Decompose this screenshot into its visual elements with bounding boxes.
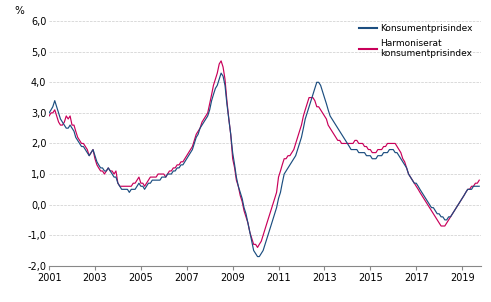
Y-axis label: %: % bbox=[14, 6, 24, 16]
Legend: Konsumentprisindex, Harmoniserat
konsumentprisindex: Konsumentprisindex, Harmoniserat konsume… bbox=[355, 21, 477, 62]
